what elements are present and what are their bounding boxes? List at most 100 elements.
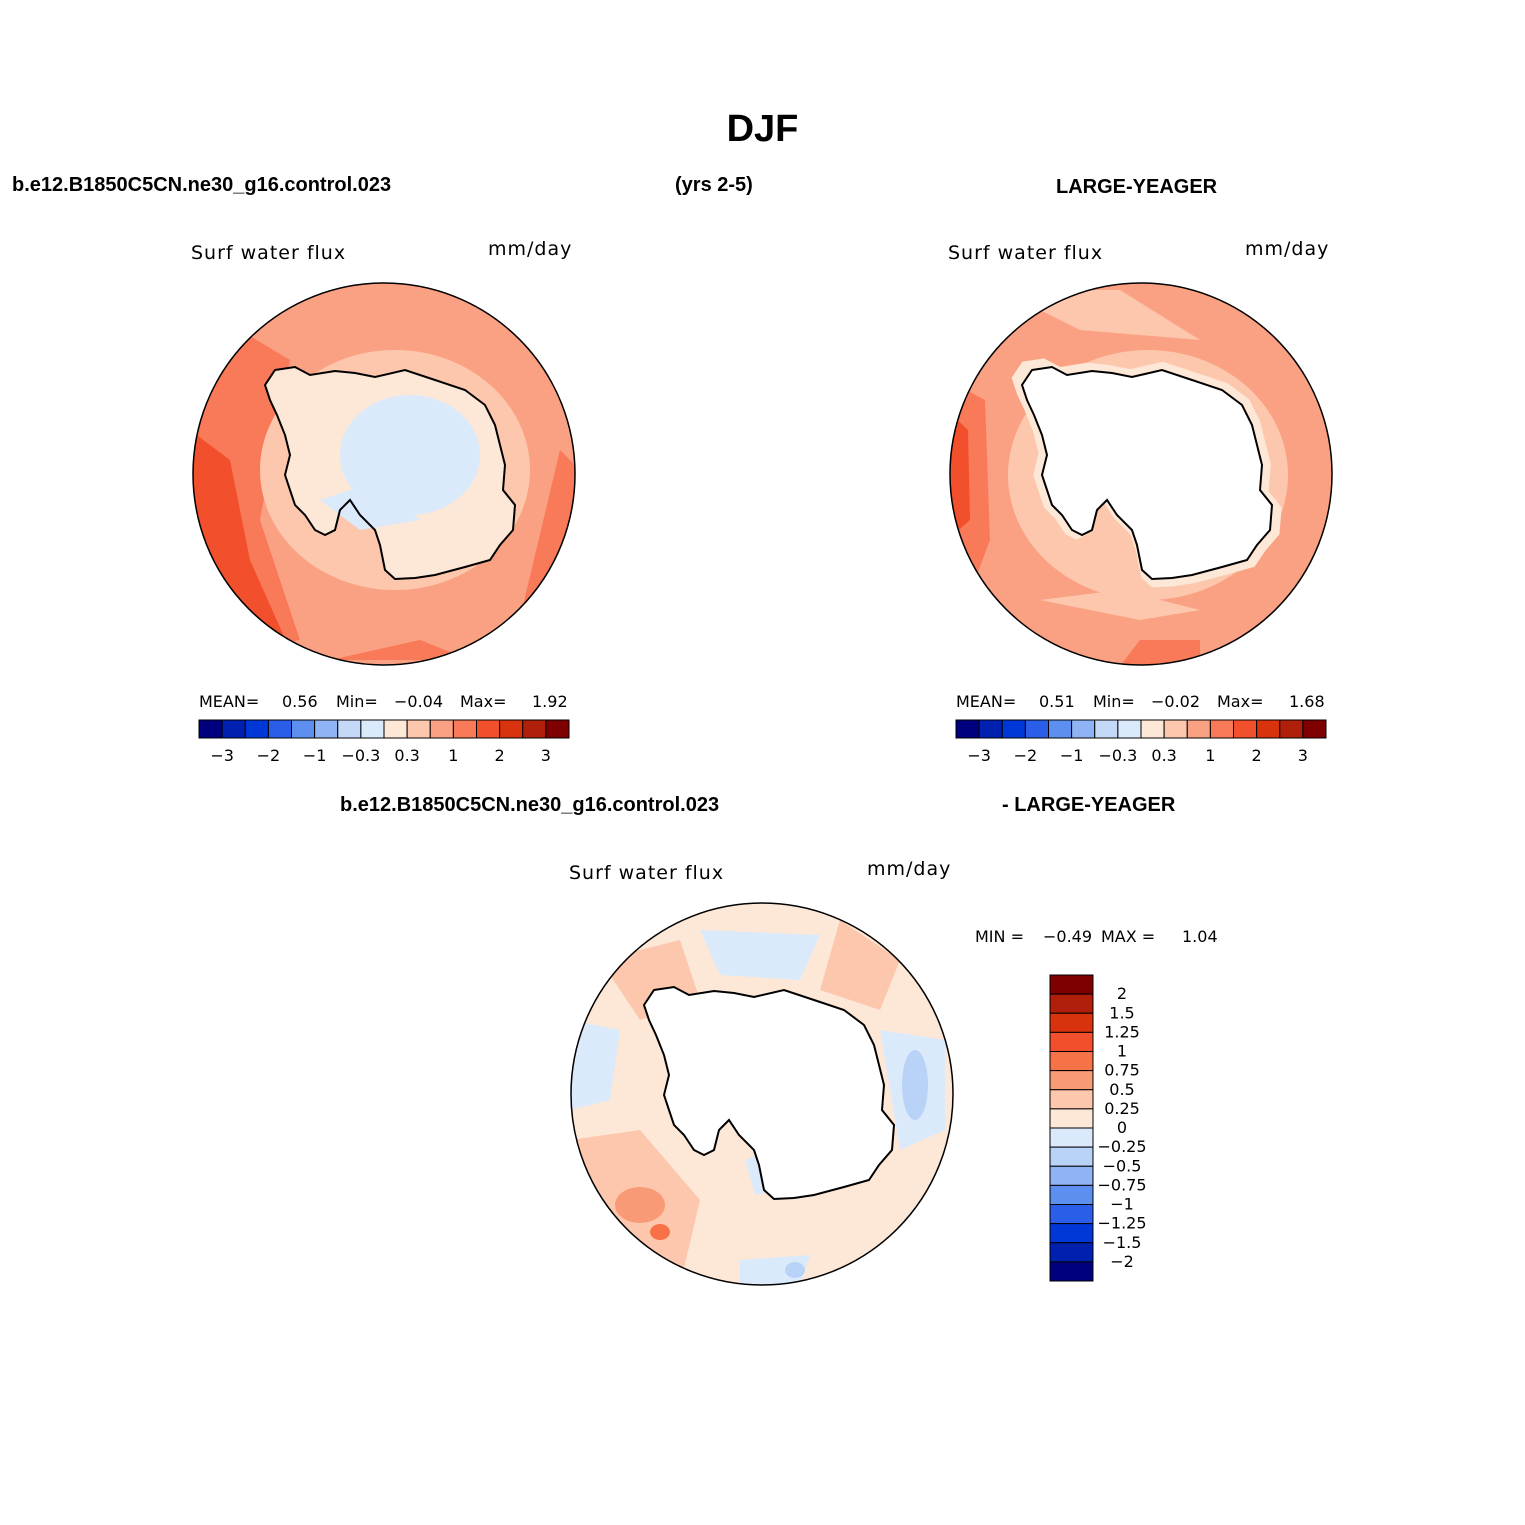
colorbar-obs-tick-label: 3 [1298,746,1308,765]
panel-diff-max-label: MAX = [1101,927,1156,946]
colorbar-model-tick-label: −3 [210,746,234,765]
panel-diff-variable: Surf water flux [569,862,725,884]
colorbar-diff-swatch [1049,1127,1094,1148]
colorbar-model-swatch [244,719,269,739]
colorbar-diff: 21.51.2510.750.50.250−0.25−0.5−0.75−1−1.… [1049,974,1147,1282]
colorbar-obs-swatch [1233,719,1258,739]
colorbar-diff-swatch [1049,1051,1094,1072]
obs-name-label: LARGE-YEAGER [1056,176,1218,198]
colorbar-model-swatch [337,719,362,739]
colorbar-diff-swatch [1049,1012,1094,1033]
colorbar-diff-tick-label: −0.25 [1097,1137,1146,1156]
colorbar-diff-swatch [1049,1184,1094,1205]
panel-model-variable: Surf water flux [191,242,347,264]
colorbar-model-swatch [198,719,223,739]
colorbar-obs-swatch [1140,719,1165,739]
colorbar-model-swatch [452,719,477,739]
map-diff [570,902,954,1286]
colorbar-model-tick-label: 0.3 [394,746,419,765]
colorbar-model-swatch [406,719,431,739]
colorbar-diff-swatch [1049,974,1094,995]
diff-case-label: b.e12.B1850C5CN.ne30_g16.control.023 [340,794,720,816]
colorbar-model-tick-label: 3 [541,746,551,765]
colorbar-model-swatch [545,719,570,739]
colorbar-obs-tick-label: −2 [1014,746,1038,765]
panel-model-mean-label: MEAN= [199,692,260,711]
panel-obs-mean-label: MEAN= [956,692,1017,711]
panel-obs-units: mm/day [1245,238,1330,260]
colorbar-diff-swatch [1049,1070,1094,1091]
colorbar-model-swatch [476,719,501,739]
colorbar-diff-tick-label: 0.25 [1104,1099,1140,1118]
colorbar-obs-swatch [1001,719,1026,739]
colorbar-obs-swatch [1024,719,1049,739]
figure-title: DJF [726,108,799,150]
colorbar-model-tick-label: −0.3 [341,746,380,765]
colorbar-obs-swatch [1117,719,1142,739]
colorbar-diff-tick-label: −0.75 [1097,1175,1146,1194]
map-model [192,282,576,666]
map-obs [949,282,1333,666]
colorbar-obs-swatch [1279,719,1304,739]
colorbar-diff-tick-label: 0 [1117,1118,1127,1137]
panel-diff-max-value: 1.04 [1182,927,1218,946]
colorbar-diff-swatch [1049,1031,1094,1052]
colorbar-diff-tick-label: 0.75 [1104,1061,1140,1080]
colorbar-diff-tick-label: −1.5 [1103,1233,1142,1252]
colorbar-obs-swatch [1048,719,1073,739]
colorbar-obs-swatch [1186,719,1211,739]
panel-obs-min-value: −0.02 [1151,692,1201,711]
colorbar-diff-swatch [1049,1204,1094,1225]
panel-model-max-label: Max= [460,692,507,711]
panel-model-min-label: Min= [336,692,378,711]
colorbar-diff-tick-label: −2 [1110,1252,1134,1271]
colorbar-diff-tick-label: 2 [1117,984,1127,1003]
panel-obs-max-value: 1.68 [1289,692,1325,711]
colorbar-model-swatch [314,719,339,739]
colorbar-obs-tick-label: 0.3 [1151,746,1176,765]
colorbar-diff-tick-label: −1.25 [1097,1214,1146,1233]
case-name-label: b.e12.B1850C5CN.ne30_g16.control.023 [12,174,392,196]
colorbar-obs-tick-label: −1 [1060,746,1084,765]
colorbar-obs-tick-label: 2 [1252,746,1262,765]
colorbar-obs-swatch [978,719,1003,739]
panel-diff-units: mm/day [867,858,952,880]
panel-model-mean-value: 0.56 [282,692,318,711]
colorbar-model-swatch [267,719,292,739]
colorbar-model-tick-label: 1 [448,746,458,765]
colorbar-diff-swatch [1049,1089,1094,1110]
colorbar-diff-swatch [1049,1108,1094,1129]
colorbar-obs-swatch [1302,719,1327,739]
colorbar-diff-swatch [1049,1223,1094,1244]
colorbar-diff-swatch [1049,1146,1094,1167]
colorbar-diff-tick-label: −1 [1110,1195,1134,1214]
panel-diff-min-label: MIN = [975,927,1024,946]
colorbar-model-swatch [221,719,246,739]
colorbar-model-swatch [360,719,385,739]
colorbar-model-swatch [522,719,547,739]
panel-model-units: mm/day [488,238,573,260]
colorbar-model-swatch [383,719,408,739]
colorbar-diff-tick-label: 1.25 [1104,1022,1140,1041]
colorbar-obs-swatch [1094,719,1119,739]
panel-model-min-value: −0.04 [394,692,444,711]
colorbar-diff-swatch [1049,1165,1094,1186]
panel-model-max-value: 1.92 [532,692,568,711]
panel-obs-mean-value: 0.51 [1039,692,1075,711]
colorbar-obs-tick-label: 1 [1205,746,1215,765]
panel-obs-min-label: Min= [1093,692,1135,711]
years-label: (yrs 2-5) [675,174,753,196]
colorbar-diff-tick-label: 1 [1117,1042,1127,1061]
panel-diff-min-value: −0.49 [1043,927,1093,946]
colorbar-model-tick-label: −1 [303,746,327,765]
panel-obs-max-label: Max= [1217,692,1264,711]
colorbar-diff-swatch [1049,993,1094,1014]
diff-obs-label: - LARGE-YEAGER [1002,794,1176,816]
colorbar-obs-swatch [1209,719,1234,739]
colorbar-model-swatch [291,719,316,739]
panel-obs-variable: Surf water flux [948,242,1104,264]
colorbar-model-tick-label: 2 [495,746,505,765]
colorbar-model-tick-label: −2 [257,746,281,765]
